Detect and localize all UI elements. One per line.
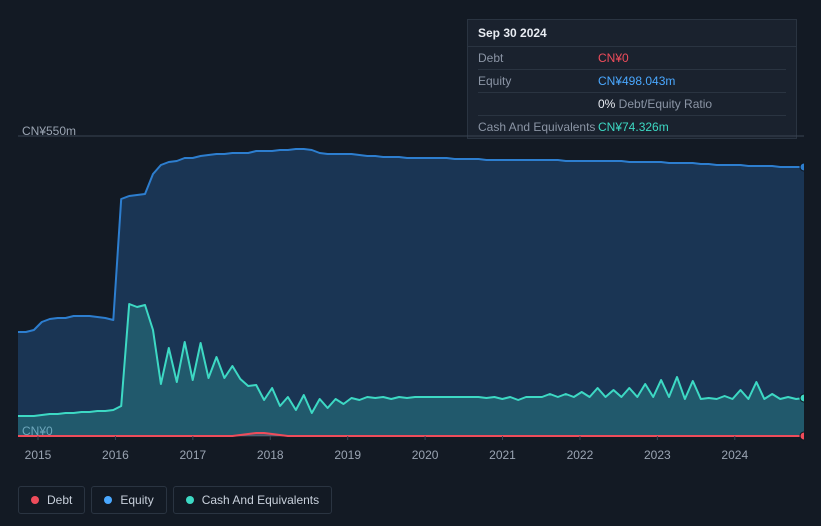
tooltip-value: 0% Debt/Equity Ratio — [598, 97, 786, 111]
series-end-dot-cash-and-equivalents — [800, 394, 804, 402]
x-axis-year: 2023 — [644, 448, 671, 462]
tooltip-label: Equity — [478, 74, 598, 88]
tooltip-row: 0% Debt/Equity Ratio — [478, 93, 786, 116]
legend-label: Debt — [47, 493, 72, 507]
chart-svg — [18, 120, 804, 468]
tooltip-date: Sep 30 2024 — [468, 20, 796, 47]
legend-item-equity[interactable]: Equity — [91, 486, 166, 514]
x-axis-year: 2016 — [102, 448, 129, 462]
tooltip-value: CN¥498.043m — [598, 74, 786, 88]
legend-item-debt[interactable]: Debt — [18, 486, 85, 514]
tooltip-row: EquityCN¥498.043m — [478, 70, 786, 93]
x-axis-year: 2018 — [257, 448, 284, 462]
tooltip-label: Debt — [478, 51, 598, 65]
legend-label: Cash And Equivalents — [202, 493, 319, 507]
legend-dot-icon — [31, 496, 39, 504]
tooltip-value: CN¥0 — [598, 51, 786, 65]
series-end-dot-equity — [800, 163, 804, 171]
chart-legend: Debt Equity Cash And Equivalents — [18, 486, 332, 514]
legend-dot-icon — [186, 496, 194, 504]
financial-history-chart: CN¥550m CN¥0 201520162017201820192020202… — [18, 120, 804, 460]
x-axis-year: 2021 — [489, 448, 516, 462]
legend-label: Equity — [120, 493, 153, 507]
x-axis-year: 2020 — [412, 448, 439, 462]
x-axis-year: 2015 — [25, 448, 52, 462]
x-axis-year: 2019 — [334, 448, 361, 462]
legend-item-cash[interactable]: Cash And Equivalents — [173, 486, 332, 514]
x-axis-year: 2024 — [721, 448, 748, 462]
legend-dot-icon — [104, 496, 112, 504]
tooltip-row: DebtCN¥0 — [478, 47, 786, 70]
x-axis-year: 2022 — [567, 448, 594, 462]
x-axis-year: 2017 — [179, 448, 206, 462]
series-end-dot-debt — [800, 432, 804, 440]
tooltip-label — [478, 97, 598, 111]
